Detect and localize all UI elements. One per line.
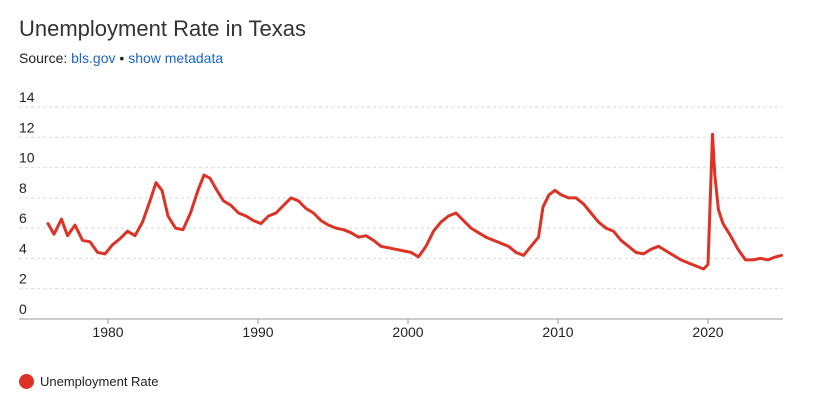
x-axis-ticks: 1980 1990 2000 2010 2020 (92, 319, 724, 340)
x-tick-label: 2020 (692, 324, 723, 340)
y-axis-ticks: 0 2 4 6 8 10 12 14 (19, 89, 35, 317)
page-title: Unemployment Rate in Texas (19, 16, 306, 41)
source-separator: • (115, 50, 129, 66)
y-tick-label: 2 (19, 271, 27, 287)
x-tick-label: 2010 (542, 324, 573, 340)
x-tick-label: 1980 (92, 324, 123, 340)
x-tick-label: 1990 (242, 324, 273, 340)
y-tick-label: 12 (19, 119, 35, 135)
y-tick-label: 8 (19, 180, 27, 196)
source-line: Source: bls.gov • show metadata (19, 50, 223, 66)
legend-label: Unemployment Rate (40, 374, 159, 389)
y-tick-label: 14 (19, 89, 35, 105)
y-tick-label: 6 (19, 210, 27, 226)
grid-lines (19, 106, 783, 320)
series-group (46, 132, 783, 271)
y-tick-label: 0 (19, 301, 27, 317)
series-line-0 (46, 132, 783, 271)
source-prefix: Source: (19, 50, 72, 66)
y-tick-label: 4 (19, 240, 27, 256)
show-metadata-link[interactable]: show metadata (128, 50, 224, 66)
x-tick-label: 2000 (392, 324, 423, 340)
source-link[interactable]: bls.gov (71, 50, 116, 66)
y-tick-label: 10 (19, 150, 35, 166)
legend[interactable]: Unemployment Rate (19, 374, 159, 389)
legend-marker (19, 374, 34, 389)
